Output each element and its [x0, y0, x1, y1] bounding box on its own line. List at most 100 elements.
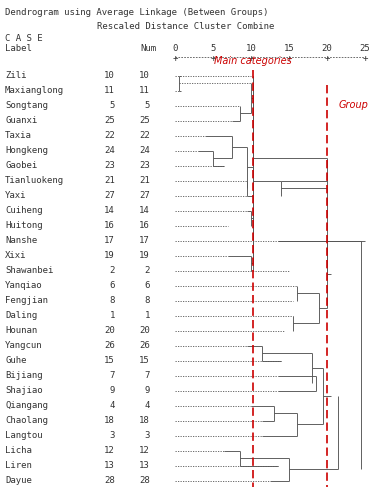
Text: Licha: Licha [5, 446, 32, 455]
Text: 5: 5 [145, 101, 150, 110]
Text: Rescaled Distance Cluster Combine: Rescaled Distance Cluster Combine [97, 22, 275, 31]
Text: 10: 10 [104, 71, 115, 80]
Text: 14: 14 [104, 206, 115, 215]
Text: 14: 14 [139, 206, 150, 215]
Text: 20: 20 [104, 326, 115, 335]
Text: 10: 10 [139, 71, 150, 80]
Text: 9: 9 [145, 386, 150, 395]
Text: 13: 13 [104, 461, 115, 470]
Text: 17: 17 [104, 236, 115, 245]
Text: 16: 16 [104, 221, 115, 230]
Text: +: + [172, 54, 178, 63]
Text: 7: 7 [110, 371, 115, 380]
Text: 6: 6 [110, 281, 115, 290]
Text: Nanshe: Nanshe [5, 236, 37, 245]
Text: 6: 6 [145, 281, 150, 290]
Text: Huitong: Huitong [5, 221, 43, 230]
Text: Yangcun: Yangcun [5, 341, 43, 350]
Text: 23: 23 [139, 161, 150, 170]
Text: Hounan: Hounan [5, 326, 37, 335]
Text: Hongkeng: Hongkeng [5, 146, 48, 155]
Text: Zili: Zili [5, 71, 26, 80]
Text: Num: Num [140, 44, 156, 53]
Text: 16: 16 [139, 221, 150, 230]
Text: Yaxi: Yaxi [5, 191, 26, 200]
Text: 23: 23 [104, 161, 115, 170]
Text: Xixi: Xixi [5, 251, 26, 260]
Text: 21: 21 [104, 176, 115, 185]
Text: 9: 9 [110, 386, 115, 395]
Text: +: + [210, 54, 216, 63]
Text: 21: 21 [139, 176, 150, 185]
Text: C A S E: C A S E [5, 34, 43, 43]
Text: Daling: Daling [5, 311, 37, 320]
Text: 25: 25 [139, 116, 150, 125]
Text: 11: 11 [139, 86, 150, 95]
Text: 26: 26 [104, 341, 115, 350]
Text: 3: 3 [110, 431, 115, 440]
Text: Chaolang: Chaolang [5, 416, 48, 425]
Text: Qiangang: Qiangang [5, 401, 48, 410]
Text: 7: 7 [145, 371, 150, 380]
Text: Guanxi: Guanxi [5, 116, 37, 125]
Text: Shawanbei: Shawanbei [5, 266, 53, 275]
Text: 3: 3 [145, 431, 150, 440]
Text: 15: 15 [139, 356, 150, 365]
Text: 11: 11 [104, 86, 115, 95]
Text: Langtou: Langtou [5, 431, 43, 440]
Text: Tianluokeng: Tianluokeng [5, 176, 64, 185]
Text: Label: Label [5, 44, 32, 53]
Text: 28: 28 [139, 476, 150, 485]
Text: 19: 19 [139, 251, 150, 260]
Text: 1: 1 [145, 311, 150, 320]
Text: +: + [248, 54, 254, 63]
Text: 18: 18 [139, 416, 150, 425]
Text: 4: 4 [145, 401, 150, 410]
Text: 2: 2 [145, 266, 150, 275]
Text: 20: 20 [322, 44, 332, 53]
Text: 12: 12 [139, 446, 150, 455]
Text: 1: 1 [110, 311, 115, 320]
Text: Songtang: Songtang [5, 101, 48, 110]
Text: 25: 25 [360, 44, 370, 53]
Text: Yanqiao: Yanqiao [5, 281, 43, 290]
Text: +: + [286, 54, 292, 63]
Text: 5: 5 [110, 101, 115, 110]
Text: 26: 26 [139, 341, 150, 350]
Text: Shajiao: Shajiao [5, 386, 43, 395]
Text: 8: 8 [145, 296, 150, 305]
Text: 0: 0 [172, 44, 178, 53]
Text: 4: 4 [110, 401, 115, 410]
Text: 24: 24 [139, 146, 150, 155]
Text: Dayue: Dayue [5, 476, 32, 485]
Text: Liren: Liren [5, 461, 32, 470]
Text: 2: 2 [110, 266, 115, 275]
Text: Dendrogram using Average Linkage (Between Groups): Dendrogram using Average Linkage (Betwee… [5, 8, 269, 17]
Text: 27: 27 [139, 191, 150, 200]
Text: 25: 25 [104, 116, 115, 125]
Text: 15: 15 [104, 356, 115, 365]
Text: 13: 13 [139, 461, 150, 470]
Text: 28: 28 [104, 476, 115, 485]
Text: 8: 8 [110, 296, 115, 305]
Text: Guhe: Guhe [5, 356, 26, 365]
Text: 27: 27 [104, 191, 115, 200]
Text: +: + [324, 54, 330, 63]
Text: Bijiang: Bijiang [5, 371, 43, 380]
Text: 20: 20 [139, 326, 150, 335]
Text: +: + [362, 54, 368, 63]
Text: 15: 15 [283, 44, 294, 53]
Text: 22: 22 [104, 131, 115, 140]
Text: Cuiheng: Cuiheng [5, 206, 43, 215]
Text: Group: Group [338, 100, 368, 110]
Text: 17: 17 [139, 236, 150, 245]
Text: 18: 18 [104, 416, 115, 425]
Text: Taxia: Taxia [5, 131, 32, 140]
Text: 24: 24 [104, 146, 115, 155]
Text: 22: 22 [139, 131, 150, 140]
Text: Gaobei: Gaobei [5, 161, 37, 170]
Text: 10: 10 [246, 44, 256, 53]
Text: 5: 5 [210, 44, 216, 53]
Text: 19: 19 [104, 251, 115, 260]
Text: Fengjian: Fengjian [5, 296, 48, 305]
